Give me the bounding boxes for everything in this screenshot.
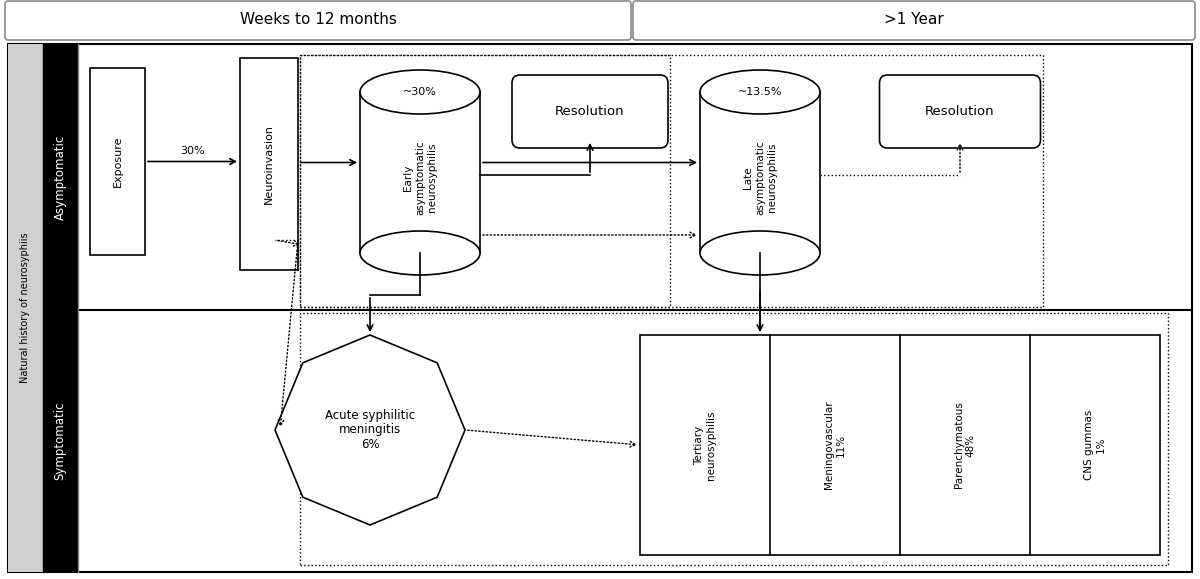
Text: Symptomatic: Symptomatic (54, 402, 66, 480)
Bar (90, 68, 145, 255)
FancyBboxPatch shape (880, 75, 1040, 148)
Text: ~13.5%: ~13.5% (738, 87, 782, 97)
FancyBboxPatch shape (5, 1, 631, 40)
Text: Parenchymatous
48%: Parenchymatous 48% (954, 402, 976, 489)
Bar (8, 44, 43, 572)
Bar (300, 55, 1043, 307)
Bar (300, 55, 670, 307)
Text: Acute syphilitic
meningitis
6%: Acute syphilitic meningitis 6% (325, 409, 415, 452)
FancyBboxPatch shape (512, 75, 668, 148)
Text: Late
asymptomatic
neurosyphilis: Late asymptomatic neurosyphilis (744, 140, 776, 215)
Ellipse shape (360, 231, 480, 275)
Bar (300, 313, 1168, 565)
Ellipse shape (700, 231, 820, 275)
Text: Early
asymptomatic
neurosyphilis: Early asymptomatic neurosyphilis (403, 140, 437, 215)
Text: Tertiary
neurosyphilis: Tertiary neurosyphilis (695, 411, 715, 480)
Text: Resolution: Resolution (556, 105, 625, 118)
Text: Resolution: Resolution (925, 105, 995, 118)
Text: Asymptomatic: Asymptomatic (54, 134, 66, 219)
Bar (360, 70, 480, 253)
Text: ~30%: ~30% (403, 87, 437, 97)
Text: Meningovascular
11%: Meningovascular 11% (824, 401, 846, 489)
Polygon shape (275, 335, 466, 525)
FancyBboxPatch shape (634, 1, 1195, 40)
Text: >1 Year: >1 Year (884, 13, 944, 27)
Bar (640, 335, 1160, 555)
Bar (700, 70, 820, 253)
Text: 30%: 30% (180, 145, 205, 156)
Text: Natural history of neurosyphiis: Natural history of neurosyphiis (20, 233, 30, 383)
Ellipse shape (700, 70, 820, 114)
Text: CNS gummas
1%: CNS gummas 1% (1085, 410, 1106, 480)
Text: Exposure: Exposure (113, 135, 122, 187)
Bar (240, 58, 298, 270)
Text: Neuroinvasion: Neuroinvasion (264, 124, 274, 204)
Ellipse shape (360, 70, 480, 114)
Bar (43, 44, 78, 572)
Text: Weeks to 12 months: Weeks to 12 months (240, 13, 396, 27)
